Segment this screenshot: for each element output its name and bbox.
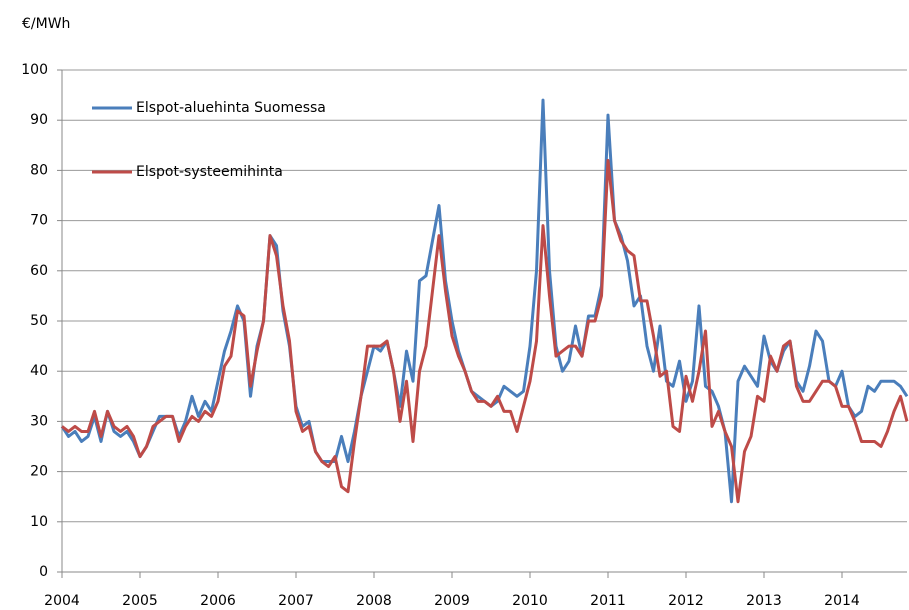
x-tick-label: 2010 <box>512 593 548 609</box>
series-line <box>60 98 909 504</box>
y-tick-label: 40 <box>30 363 48 379</box>
legend-label: Elspot-aluehinta Suomessa <box>136 100 326 116</box>
x-tick-label: 2008 <box>356 593 392 609</box>
y-tick-label: 0 <box>39 564 48 580</box>
x-tick-label: 2014 <box>824 593 860 609</box>
x-tick-label: 2007 <box>278 593 314 609</box>
series-line <box>61 158 909 504</box>
y-tick-label: 50 <box>30 313 48 329</box>
y-tick-label: 60 <box>30 263 48 279</box>
x-tick-label: 2004 <box>44 593 80 609</box>
x-tick-label: 2009 <box>434 593 470 609</box>
legend-label: Elspot-systeemihinta <box>136 164 283 180</box>
y-tick-label: 70 <box>30 213 48 229</box>
y-tick-label: 80 <box>30 162 48 178</box>
x-tick-label: 2012 <box>668 593 704 609</box>
y-tick-label: 20 <box>30 464 48 480</box>
x-tick-label: 2006 <box>200 593 236 609</box>
y-tick-label: 90 <box>30 112 48 128</box>
x-tick-label: 2013 <box>746 593 782 609</box>
y-tick-label: 100 <box>21 62 48 78</box>
y-tick-label: 30 <box>30 413 48 429</box>
x-tick-label: 2005 <box>122 593 158 609</box>
x-tick-label: 2011 <box>590 593 626 609</box>
y-axis-unit: €/MWh <box>22 16 70 32</box>
y-tick-label: 10 <box>30 514 48 530</box>
